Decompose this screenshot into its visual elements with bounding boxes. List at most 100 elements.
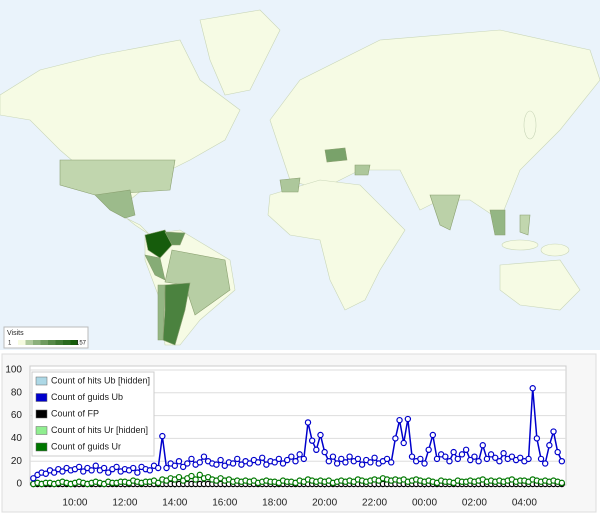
islands <box>523 110 537 140</box>
country <box>429 194 461 231</box>
data-point <box>371 454 378 461</box>
data-point <box>113 463 120 471</box>
greenland <box>199 9 281 96</box>
data-point <box>471 453 478 460</box>
data-point <box>467 456 474 464</box>
legend-label: Count of FP <box>51 408 99 418</box>
country <box>164 231 186 246</box>
data-point <box>175 458 183 465</box>
data-point <box>450 448 457 456</box>
legend-swatch <box>35 409 48 419</box>
data-point <box>325 458 332 465</box>
legend-swatch <box>63 340 71 345</box>
y-tick-label: 20 <box>11 456 23 467</box>
legend-label: Count of guids Ub <box>51 392 123 402</box>
data-point <box>308 437 316 444</box>
data-point <box>154 479 162 487</box>
data-point <box>217 456 224 464</box>
data-point <box>300 455 308 463</box>
data-point <box>192 476 199 483</box>
data-point <box>508 453 516 460</box>
data-point <box>458 451 466 458</box>
data-point <box>279 460 287 467</box>
data-point <box>404 415 412 423</box>
world-map: Visits 1 157 <box>0 0 600 350</box>
legend-max: 157 <box>76 341 87 347</box>
x-tick-label: 18:00 <box>262 498 287 509</box>
data-point <box>304 419 312 426</box>
data-point <box>492 454 499 461</box>
data-point <box>421 460 428 467</box>
data-point <box>338 455 345 463</box>
legend-label: Count of hits Ub [hidden] <box>51 375 150 385</box>
data-point <box>92 462 99 469</box>
legend-min: 1 <box>8 341 12 347</box>
data-point <box>433 455 441 463</box>
data-point <box>188 455 195 463</box>
data-point <box>159 432 166 440</box>
data-point <box>496 458 503 465</box>
data-point <box>200 453 208 460</box>
data-point <box>367 459 374 466</box>
data-point <box>238 461 245 468</box>
data-point <box>475 458 482 465</box>
country <box>157 284 166 341</box>
data-point <box>392 435 399 442</box>
y-tick-label: 60 <box>11 410 23 421</box>
map-legend: Visits 1 157 <box>3 326 89 349</box>
data-point <box>446 458 453 465</box>
y-tick-label: 40 <box>11 433 23 444</box>
country <box>94 189 136 219</box>
data-point <box>288 453 295 460</box>
data-point <box>317 431 324 439</box>
data-point <box>75 463 83 471</box>
data-point <box>483 455 491 463</box>
data-point <box>525 455 532 463</box>
data-point <box>263 461 270 468</box>
data-point <box>163 464 170 472</box>
data-point <box>321 448 328 456</box>
data-point <box>354 455 362 463</box>
data-point <box>487 451 495 458</box>
australia <box>499 259 581 311</box>
data-point <box>425 446 432 453</box>
legend-title: Visits <box>7 330 24 337</box>
data-point <box>329 453 337 460</box>
data-point <box>400 439 407 447</box>
legend-swatch <box>33 340 41 345</box>
legend: Count of hits Ub [hidden] Count of guids … <box>31 371 155 457</box>
data-point <box>105 469 112 476</box>
chart: 0 20 40 60 80 100 10:00 12:00 14:00 16:00 18:00 20:… <box>5 365 566 509</box>
data-point <box>171 462 179 469</box>
africa <box>267 179 406 311</box>
x-tick-label: 16:00 <box>212 498 237 509</box>
y-tick-label: 80 <box>11 387 23 398</box>
country <box>279 177 301 193</box>
data-point <box>396 416 403 424</box>
x-tick-label: 20:00 <box>312 498 337 509</box>
data-point <box>533 435 541 442</box>
data-point <box>554 448 561 456</box>
islands <box>501 239 539 251</box>
data-point <box>59 468 66 475</box>
data-point <box>408 453 416 460</box>
data-point <box>558 458 566 465</box>
country <box>354 164 371 176</box>
legend-swatch <box>35 393 48 402</box>
data-point <box>42 470 50 477</box>
data-point <box>296 451 303 458</box>
data-point <box>333 460 341 467</box>
legend-swatch <box>35 442 48 452</box>
country <box>144 254 166 281</box>
data-point <box>30 475 37 482</box>
data-point <box>479 442 486 449</box>
data-point <box>454 455 462 463</box>
data-point <box>462 446 470 453</box>
data-point <box>442 453 449 460</box>
data-point <box>383 455 391 463</box>
data-point <box>292 458 299 465</box>
legend-swatch <box>35 426 48 435</box>
legend-swatch <box>48 340 56 345</box>
data-point <box>234 455 241 463</box>
data-point <box>221 462 228 469</box>
